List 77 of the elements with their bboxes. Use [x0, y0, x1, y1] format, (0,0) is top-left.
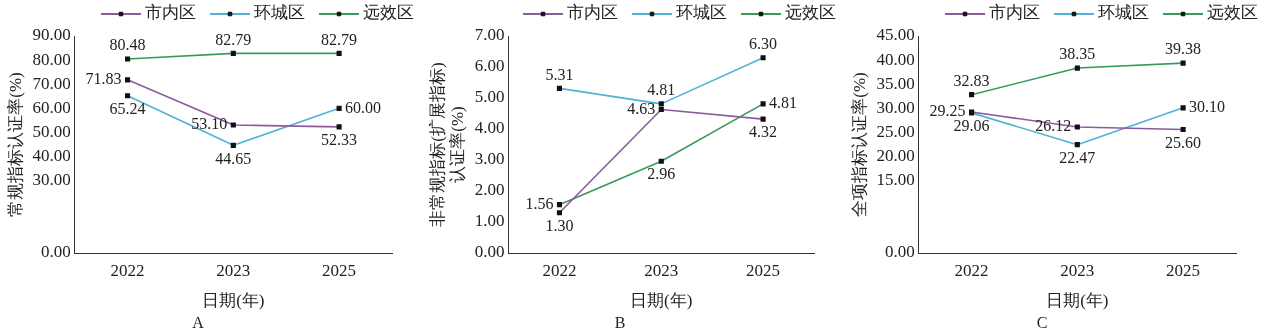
y-tick-label: 50.00: [32, 121, 71, 141]
y-tick-label: 1.00: [474, 211, 505, 231]
text: A: [192, 313, 205, 331]
data-label: 30.10: [1189, 98, 1226, 116]
data-label: 1.56: [525, 194, 554, 212]
y-tick-label: 5.00: [474, 87, 505, 107]
y-tick-label: 7.00: [474, 25, 505, 45]
x-tick-label: 2022: [110, 260, 145, 280]
x-axis-title: 日期(年): [1046, 291, 1109, 311]
y-tick-label: 3.00: [474, 149, 505, 169]
y-tick-label: 2.00: [474, 180, 505, 200]
y-tick-label: 0.00: [474, 242, 505, 262]
data-label: 5.31: [545, 65, 574, 83]
data-label: 1.30: [545, 216, 574, 234]
y-tick-label: 80.00: [32, 49, 71, 69]
data-label: 4.81: [769, 94, 798, 112]
y-tick-label: 15.00: [876, 170, 915, 190]
x-tick-label: 2023: [1060, 260, 1095, 280]
data-label: 65.24: [109, 99, 146, 117]
y-axis-title: 非常规指标(扩展指标) 认证率(%): [427, 62, 468, 227]
data-label: 52.33: [321, 131, 358, 149]
data-label: 32.83: [953, 71, 990, 89]
y-tick-label: 45.00: [876, 25, 915, 45]
y-axis-title: 常规指标认证率(%): [5, 72, 25, 217]
data-label: 4.63: [627, 99, 656, 117]
data-label: 44.65: [215, 149, 252, 167]
y-tick-label: 70.00: [32, 73, 71, 93]
x-tick-label: 2022: [954, 260, 989, 280]
legend-label: 环城区: [254, 3, 305, 23]
y-tick-label: 35.00: [876, 73, 915, 93]
data-label: 29.25: [929, 102, 966, 120]
x-axis-title: 日期(年): [202, 291, 265, 311]
legend-label: 远效区: [1207, 3, 1258, 23]
y-tick-label: 0.00: [884, 242, 915, 262]
legend-label: 市内区: [145, 3, 196, 23]
y-tick-label: 40.00: [876, 49, 915, 69]
legend-label: 环城区: [676, 3, 727, 23]
legend-label: 环城区: [1098, 3, 1149, 23]
data-label: 4.81: [647, 81, 676, 99]
data-label: 6.30: [749, 34, 778, 52]
data-label: 53.10: [191, 115, 228, 133]
data-label: 82.79: [215, 30, 252, 48]
text: C: [1036, 313, 1048, 331]
y-tick-label: 60.00: [32, 97, 71, 117]
y-tick-label: 6.00: [474, 56, 505, 76]
y-tick-label: 25.00: [876, 121, 915, 141]
legend-label: 远效区: [363, 3, 414, 23]
x-tick-label: 2023: [644, 260, 679, 280]
x-axis-title: 日期(年): [630, 291, 693, 311]
x-tick-label: 2025: [322, 260, 357, 280]
y-tick-label: 90.00: [32, 25, 71, 45]
text: B: [614, 313, 626, 331]
y-tick-label: 20.00: [876, 146, 915, 166]
data-label: 22.47: [1059, 148, 1096, 166]
y-tick-label: 40.00: [32, 146, 71, 166]
data-label: 38.35: [1059, 45, 1096, 63]
x-tick-label: 2025: [746, 260, 781, 280]
y-tick-label: 30.00: [32, 170, 71, 190]
y-axis-title: 全项指标认证率(%): [849, 72, 869, 217]
legend-label: 远效区: [785, 3, 836, 23]
legend-label: 市内区: [567, 3, 618, 23]
data-label: 4.32: [749, 123, 778, 141]
legend-label: 市内区: [989, 3, 1040, 23]
y-tick-label: 30.00: [876, 97, 915, 117]
x-tick-label: 2022: [542, 260, 577, 280]
data-label: 80.48: [109, 36, 146, 54]
data-label: 60.00: [345, 98, 382, 116]
data-label: 39.38: [1165, 40, 1202, 58]
data-label: 71.83: [85, 70, 122, 88]
x-tick-label: 2023: [216, 260, 251, 280]
data-label: 25.60: [1165, 133, 1202, 151]
data-label: 29.06: [953, 117, 990, 135]
y-tick-label: 4.00: [474, 118, 505, 138]
x-tick-label: 2025: [1166, 260, 1201, 280]
y-tick-label: 0.00: [40, 242, 71, 262]
data-label: 2.96: [647, 165, 676, 183]
data-label: 82.79: [321, 30, 358, 48]
